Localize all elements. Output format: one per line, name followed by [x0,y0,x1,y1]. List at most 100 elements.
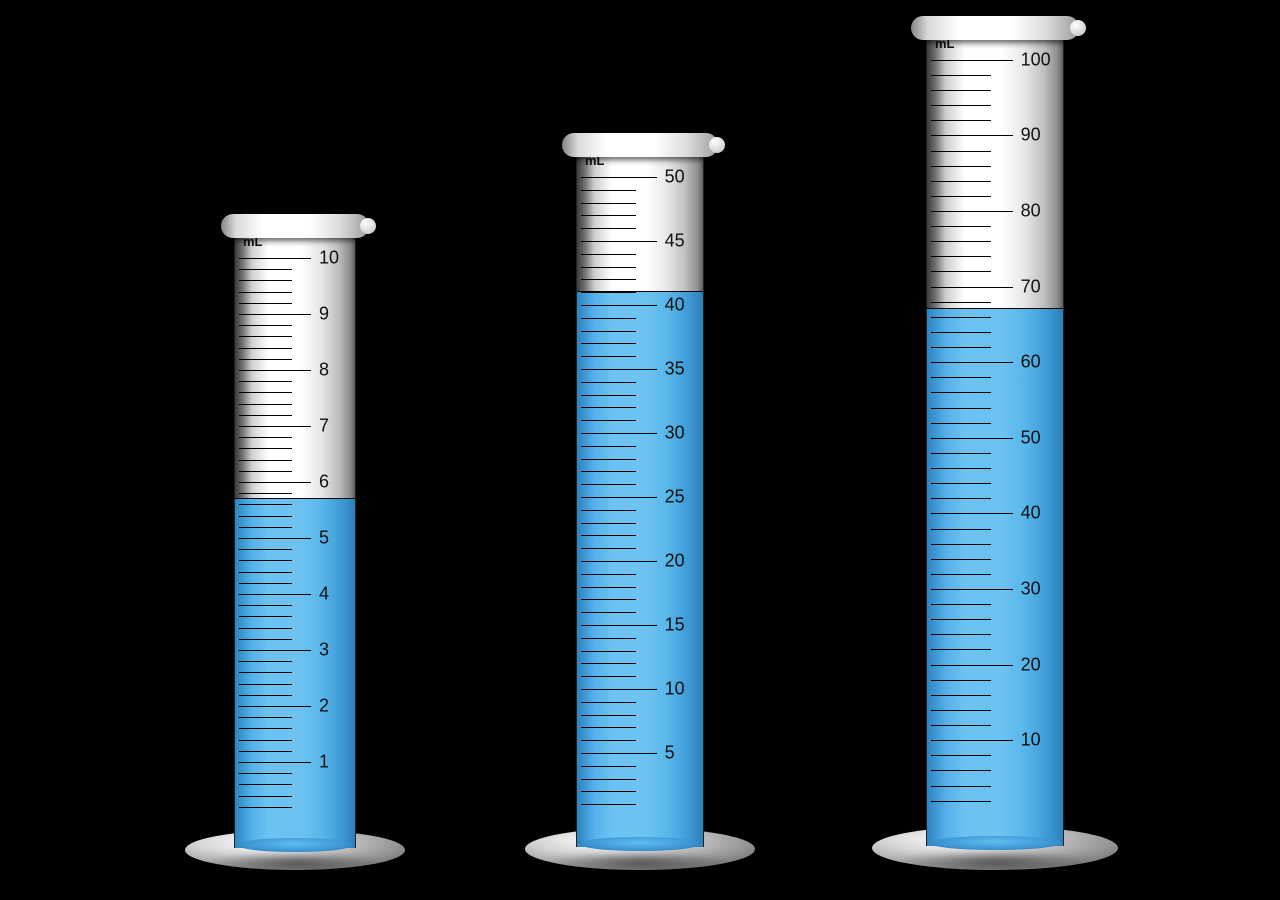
tick-major [931,211,1013,212]
cylinder-tube: mL102030405060708090100 [926,30,1064,846]
tick-minor [239,381,292,382]
tick-label: 4 [319,584,329,605]
base-shadow [203,852,388,874]
tick-minor [931,347,991,348]
tick-minor [239,740,292,741]
tick-minor [581,791,636,792]
tick-minor [581,651,636,652]
tick-minor [931,241,991,242]
tick-minor [931,634,991,635]
graduated-cylinder: mL5101520253035404550 [525,129,755,870]
tick-minor [931,755,991,756]
tick-major [581,689,657,690]
tick-major [581,369,657,370]
tick-minor [931,75,991,76]
tick-minor [239,415,292,416]
tick-minor [581,779,636,780]
tick-minor [581,395,636,396]
tick-minor [931,619,991,620]
tick-minor [581,599,636,600]
tick-minor [239,728,292,729]
tick-minor [239,325,292,326]
tick-minor [239,639,292,640]
tick-major [931,740,1013,741]
tick-minor [931,725,991,726]
graduated-cylinder: mL12345678910 [185,210,405,870]
cylinder-lip [562,133,718,157]
tick-minor [931,166,991,167]
tick-label: 6 [319,472,329,493]
tick-major [931,60,1013,61]
cylinder-lip [221,214,369,238]
tick-major [239,650,311,651]
tick-minor [581,510,636,511]
tick-label: 3 [319,640,329,661]
tick-minor [239,628,292,629]
tick-minor [239,404,292,405]
tick-label: 50 [1021,427,1041,448]
tick-minor [931,649,991,650]
tick-minor [581,190,636,191]
tick-major [931,438,1013,439]
tick-minor [931,604,991,605]
tick-minor [239,616,292,617]
tick-minor [581,356,636,357]
tick-minor [239,717,292,718]
tick-minor [931,468,991,469]
tick-minor [239,303,292,304]
tick-minor [239,460,292,461]
tick-label: 10 [319,248,339,269]
tick-label: 30 [665,422,685,443]
liquid-meniscus-bottom [929,836,1061,850]
tick-minor [931,120,991,121]
tick-major [239,370,311,371]
tick-minor [239,280,292,281]
tick-minor [239,471,292,472]
tick-minor [239,583,292,584]
tick-minor [931,332,991,333]
base-shadow [892,850,1099,874]
tick-minor [931,529,991,530]
tick-minor [581,484,636,485]
liquid-meniscus-bottom [237,838,353,852]
tick-minor [931,392,991,393]
tick-major [239,314,311,315]
tick-label: 5 [319,528,329,549]
tick-major [931,287,1013,288]
tick-label: 1 [319,752,329,773]
tick-minor [581,523,636,524]
tick-minor [931,770,991,771]
tick-minor [931,574,991,575]
tick-minor [581,535,636,536]
tick-minor [239,773,292,774]
tick-minor [239,605,292,606]
tick-minor [931,498,991,499]
tick-major [581,753,657,754]
tick-major [239,426,311,427]
tick-minor [239,504,292,505]
tick-minor [581,740,636,741]
tick-minor [239,784,292,785]
tick-major [581,305,657,306]
tick-major [931,589,1013,590]
tick-minor [239,807,292,808]
tick-major [931,513,1013,514]
tick-major [239,258,311,259]
tick-major [239,594,311,595]
liquid-meniscus-bottom [579,837,701,851]
tick-minor [931,256,991,257]
tick-minor [581,727,636,728]
tick-minor [581,548,636,549]
tick-minor [239,560,292,561]
tick-minor [931,801,991,802]
tick-label: 15 [665,614,685,635]
tick-minor [931,151,991,152]
tick-minor [581,663,636,664]
base-shadow [543,851,736,874]
tick-minor [239,751,292,752]
tick-label: 20 [1021,654,1041,675]
tick-minor [581,318,636,319]
tick-minor [239,549,292,550]
tick-minor [239,672,292,673]
tick-minor [581,676,636,677]
